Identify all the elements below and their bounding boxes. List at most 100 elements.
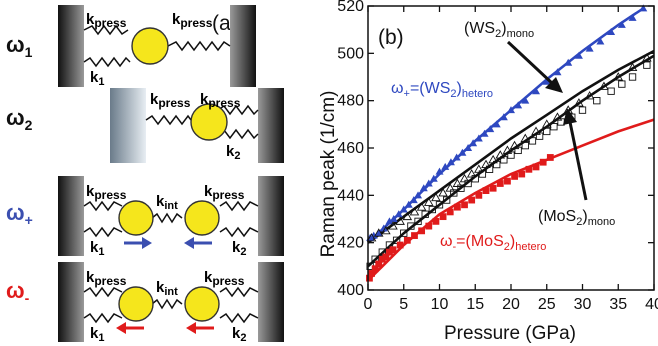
data-point xyxy=(468,196,476,204)
y-tick-label: 520 xyxy=(337,0,364,15)
data-point xyxy=(574,98,584,107)
data-point xyxy=(643,61,651,69)
panel-b-label: (b) xyxy=(378,26,404,49)
label-k-int: kint xyxy=(156,279,178,298)
omega-minus-label: ω- xyxy=(6,278,30,306)
data-point xyxy=(518,170,526,178)
data-point xyxy=(541,119,552,128)
data-point xyxy=(443,196,451,204)
fit-line-1 xyxy=(367,49,655,244)
data-point xyxy=(395,216,405,225)
data-point xyxy=(400,229,408,237)
data-point xyxy=(464,179,472,188)
data-point xyxy=(399,205,408,213)
data-point xyxy=(525,165,533,173)
label-k-press: kpress xyxy=(204,269,245,288)
annotation-omega-minus: ω-=(MoS2)hetero xyxy=(440,233,546,253)
spring-press-right xyxy=(217,104,259,116)
data-point xyxy=(471,175,479,183)
annotation-omega-plus: ω+=(WS2)hetero xyxy=(391,80,493,100)
spring-press-right xyxy=(219,286,259,298)
x-tick-label: 30 xyxy=(574,296,592,313)
data-point xyxy=(613,72,624,81)
left-wall xyxy=(58,262,84,342)
y-tick-label: 400 xyxy=(337,282,364,299)
data-point xyxy=(475,191,483,199)
data-point xyxy=(385,241,394,249)
panel-a-schematic: (a) kpress kpress k1 ω1 kpress kpress k2 xyxy=(6,5,284,344)
data-point xyxy=(535,132,544,140)
atom-ball xyxy=(131,27,169,65)
y-tick-label: 440 xyxy=(337,187,364,204)
right-wall xyxy=(230,5,256,87)
spring-k1 xyxy=(83,312,123,324)
arrow-ws2-mono xyxy=(506,40,563,93)
atom-ball xyxy=(118,200,154,236)
data-point xyxy=(639,4,648,12)
data-point xyxy=(628,73,637,81)
data-point xyxy=(464,144,473,151)
atom-ball xyxy=(184,286,220,322)
data-point xyxy=(435,201,444,209)
label-k-int: kint xyxy=(156,193,178,212)
data-point xyxy=(368,270,375,277)
data-point xyxy=(480,129,489,137)
data-point xyxy=(414,217,422,226)
data-point xyxy=(593,97,601,105)
data-point xyxy=(404,200,413,208)
row-omega-1: kpress kpress k1 ω1 xyxy=(6,5,256,88)
data-point xyxy=(423,197,434,206)
x-tick-label: 5 xyxy=(399,296,408,313)
data-point xyxy=(385,217,394,225)
data-point xyxy=(378,255,386,263)
data-point xyxy=(450,189,458,197)
data-point xyxy=(539,158,547,166)
y-tick-label: 460 xyxy=(337,140,364,157)
y-tick-label: 480 xyxy=(337,93,364,110)
data-point xyxy=(407,222,415,230)
data-point xyxy=(507,106,515,114)
right-wall xyxy=(258,262,284,342)
data-point xyxy=(469,139,478,147)
row-omega-plus: kpress kpress kint k1 k2 ω+ xyxy=(6,176,284,258)
data-point xyxy=(514,146,522,155)
data-point xyxy=(389,215,398,222)
data-point xyxy=(452,153,461,161)
data-point xyxy=(396,241,404,249)
data-point xyxy=(499,113,508,121)
data-point xyxy=(369,231,378,239)
data-point xyxy=(596,37,605,45)
data-point xyxy=(496,180,504,187)
atom-ball xyxy=(184,200,220,236)
spring-press-left xyxy=(83,286,123,298)
data-point xyxy=(584,91,595,100)
row-omega-minus: kpress kpress kint k1 k2 ω- xyxy=(6,262,284,344)
annotation-mos2-mono: (MoS2)mono xyxy=(538,208,615,228)
data-point xyxy=(438,188,448,197)
data-point xyxy=(429,174,438,182)
label-k1: k1 xyxy=(90,69,104,88)
label-k-press: kpress xyxy=(172,11,213,30)
data-point xyxy=(435,167,444,175)
data-point xyxy=(500,156,508,164)
data-point xyxy=(414,191,423,199)
data-point xyxy=(514,101,523,109)
data-point xyxy=(402,211,413,221)
data-point xyxy=(507,151,515,159)
data-point xyxy=(431,192,441,202)
data-points xyxy=(366,4,652,282)
fit-line-2 xyxy=(367,54,655,268)
data-point xyxy=(366,233,377,242)
data-point xyxy=(409,206,420,216)
x-tick-label: 35 xyxy=(609,296,627,313)
data-point xyxy=(511,173,518,180)
spring-press-right xyxy=(219,200,259,212)
axis-ticks: 0 5 10 15 20 25 30 35 40 400 420 440 460 480 500 520 xyxy=(337,0,658,313)
data-point xyxy=(607,28,616,36)
label-k1: k1 xyxy=(90,325,104,344)
data-point xyxy=(478,170,487,178)
x-tick-label: 40 xyxy=(645,296,658,313)
atom-ball xyxy=(118,286,154,322)
panel-b-chart: 0 5 10 15 20 25 30 35 40 400 420 440 460 480 500 520 (b… xyxy=(318,0,658,344)
data-point xyxy=(521,141,529,150)
